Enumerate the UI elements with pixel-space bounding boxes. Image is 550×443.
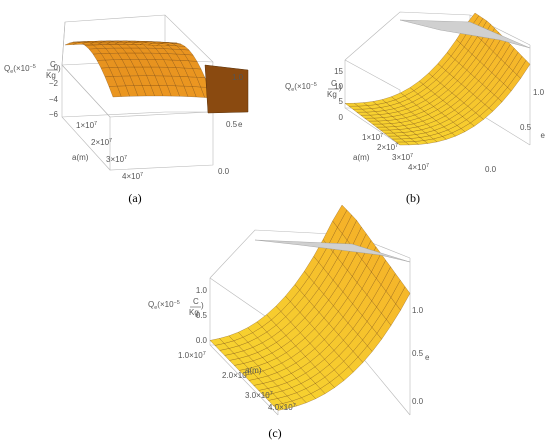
svg-text:Kg: Kg bbox=[46, 71, 56, 80]
panel-c-ztick: 1.0 bbox=[196, 286, 208, 295]
panel-a-ytick: 0.0 bbox=[218, 167, 230, 176]
panel-c-xtick: 1.0×107 bbox=[178, 351, 206, 360]
panel-b-ztick: 5 bbox=[339, 97, 344, 106]
panel-a-ylabel: e bbox=[238, 120, 243, 129]
panel-c-xtick: 4.0×107 bbox=[268, 403, 296, 412]
panel-a-xlabel: a(m) bbox=[72, 153, 89, 162]
panel-c-ytick: 0.5 bbox=[412, 349, 424, 358]
panel-b-xlabel: a(m) bbox=[353, 153, 370, 162]
panel-b-xtick: 2×107 bbox=[377, 143, 398, 152]
panel-c-surface-patch bbox=[332, 204, 348, 228]
panel-b-xtick: 1×107 bbox=[362, 133, 383, 142]
panel-b-ztick: 10 bbox=[334, 82, 343, 91]
panel-c-ylabel: e bbox=[425, 353, 430, 362]
panel-c-top-cap bbox=[254, 239, 411, 263]
panel-c-ztick: 0.5 bbox=[196, 311, 208, 320]
panel-b-xtick: 3×107 bbox=[392, 153, 413, 162]
panel-c-xtick: 3.0×107 bbox=[245, 391, 273, 400]
panel-c-surface bbox=[209, 204, 411, 411]
svg-text:): ) bbox=[201, 301, 204, 310]
panel-a-ztick: −6 bbox=[49, 110, 59, 119]
panel-c-xtick: 2.0×107 bbox=[222, 371, 250, 380]
panel-b-ytick: 1.0 bbox=[533, 88, 545, 97]
panel-a-ztick: 0 bbox=[54, 63, 59, 72]
svg-text:): ) bbox=[339, 83, 342, 92]
panel-b-label: (b) bbox=[406, 191, 420, 205]
svg-text:Qe(×10−5: Qe(×10−5 bbox=[148, 300, 180, 311]
panel-a-xtick: 4×107 bbox=[122, 172, 143, 181]
svg-text:Qe(×10−5: Qe(×10−5 bbox=[285, 82, 317, 93]
panel-a-surface-patch bbox=[156, 43, 170, 47]
svg-text:Qe(×10−5: Qe(×10−5 bbox=[4, 64, 36, 75]
panel-a-ztick: −4 bbox=[49, 95, 59, 104]
panel-b-surface bbox=[344, 12, 531, 146]
panel-b-ytick: 0.5 bbox=[520, 123, 532, 132]
panel-c-zlabel: Qe(×10−5 C Kg ) bbox=[148, 297, 204, 317]
panel-b-top-cap bbox=[399, 19, 531, 49]
panel-c-ytick: 1.0 bbox=[412, 306, 424, 315]
panel-c-ytick: 0.0 bbox=[412, 397, 424, 406]
panel-a-ytick: 1.0 bbox=[232, 73, 244, 82]
panel-a-side-wall bbox=[204, 64, 249, 114]
panel-a-xtick: 1×107 bbox=[76, 121, 97, 130]
panel-c-ticks: 1.0×107 2.0×107 3.0×107 4.0×107 0.0 0.5 1.0 0.0… bbox=[178, 286, 424, 412]
panel-a-surface bbox=[64, 40, 249, 114]
svg-text:): ) bbox=[58, 64, 61, 73]
svg-text:Kg: Kg bbox=[327, 90, 337, 99]
panel-a-ztick: −2 bbox=[49, 79, 59, 88]
panel-a-xtick: 3×107 bbox=[106, 155, 127, 164]
panel-a-label: (a) bbox=[128, 191, 141, 205]
svg-text:C: C bbox=[50, 60, 56, 69]
panel-b-zlabel: Qe(×10−5 C Kg ) bbox=[285, 79, 342, 99]
svg-text:C: C bbox=[331, 79, 337, 88]
panel-c-xlabel: a(m) bbox=[245, 366, 262, 375]
panel-a-xtick: 2×107 bbox=[91, 138, 112, 147]
panel-a-ytick: 0.5 bbox=[226, 120, 238, 129]
panel-b-ztick: 0 bbox=[339, 113, 344, 122]
panel-c-label: (c) bbox=[268, 426, 281, 440]
panel-b-xtick: 4×107 bbox=[408, 163, 429, 172]
panel-c: 1.0×107 2.0×107 3.0×107 4.0×107 0.0 0.5 1.0 0.0… bbox=[148, 204, 430, 440]
panel-b-ztick: 15 bbox=[334, 67, 343, 76]
panel-b-ytick: 0.0 bbox=[485, 165, 497, 174]
panel-a-ticks: 1×107 2×107 3×107 4×107 0.0 0.5 1.0 0 −2 −4 −6 bbox=[49, 63, 244, 181]
panel-a-zlabel: Qe(×10−5 C Kg ) bbox=[4, 60, 61, 80]
panel-c-ztick: 0.0 bbox=[196, 336, 208, 345]
panel-a: 1×107 2×107 3×107 4×107 0.0 0.5 1.0 0 −2 −4 −6 (a)… bbox=[4, 14, 249, 205]
svg-text:Kg: Kg bbox=[189, 308, 199, 317]
panel-b-ylabel: e bbox=[541, 131, 546, 140]
svg-text:C: C bbox=[193, 297, 199, 306]
